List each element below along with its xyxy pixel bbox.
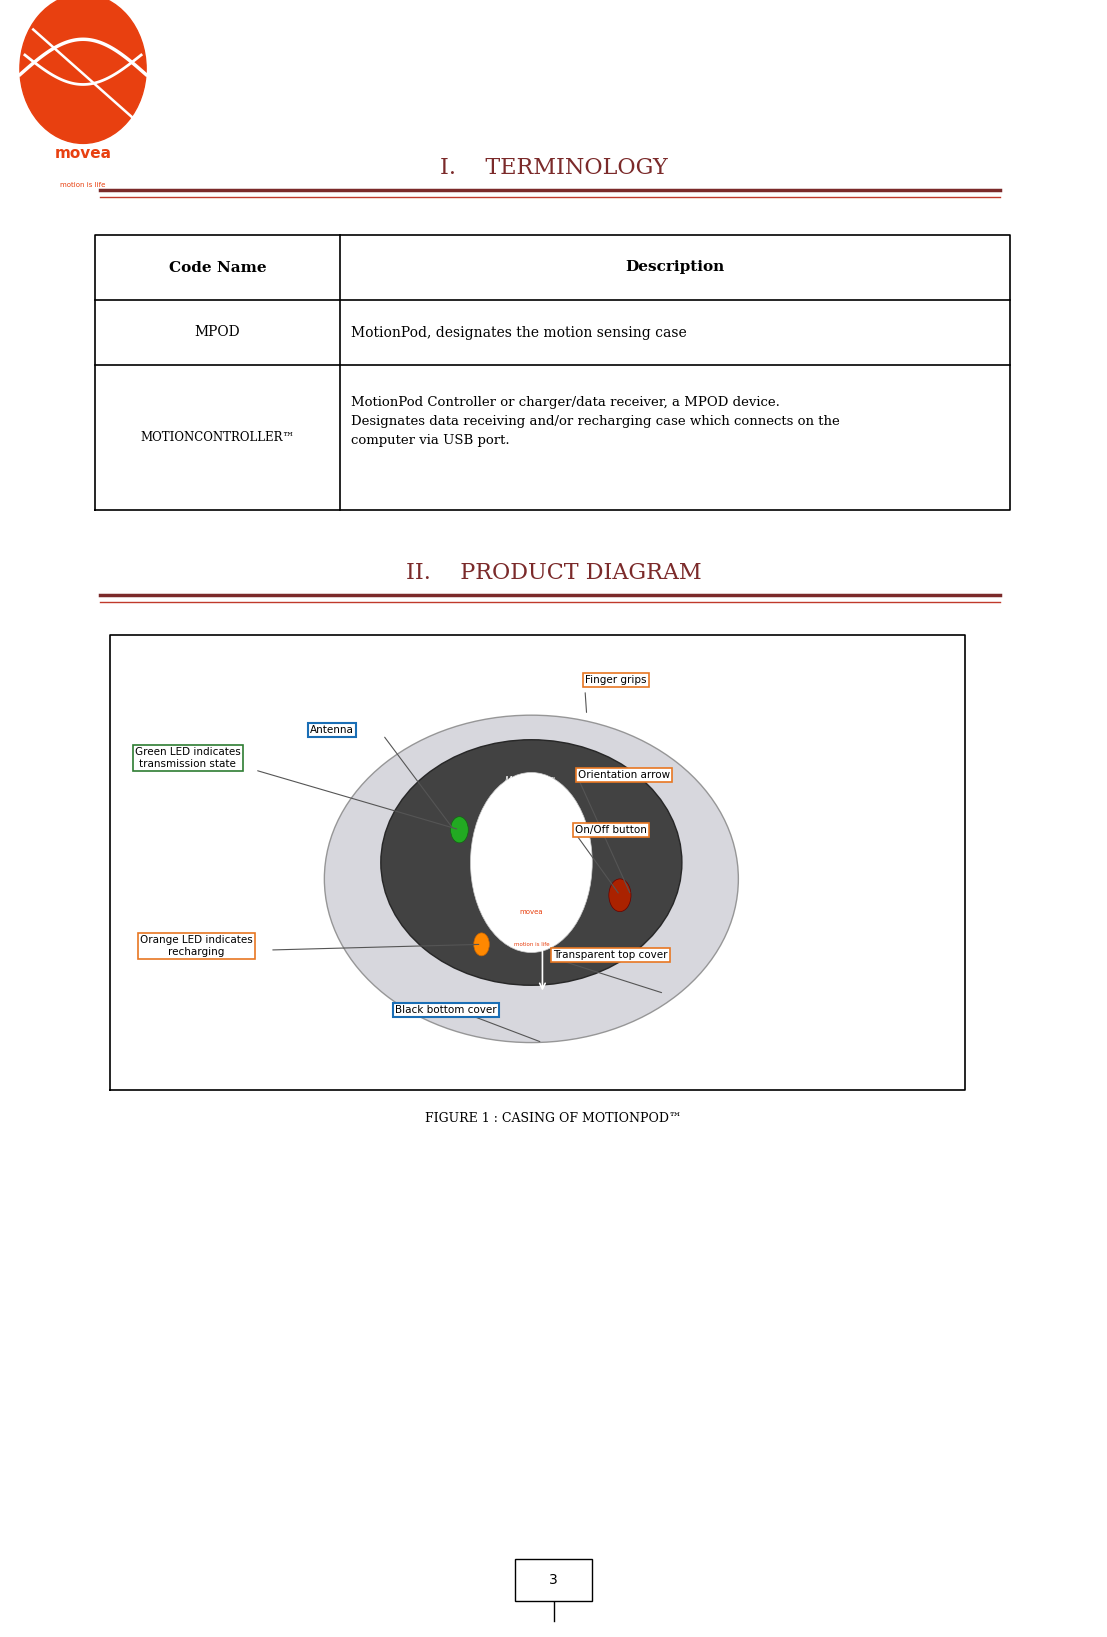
Circle shape <box>20 0 146 144</box>
Text: MotionPod Controller or charger/data receiver, a MPOD device.
Designates data re: MotionPod Controller or charger/data rec… <box>351 396 840 447</box>
Ellipse shape <box>324 715 738 1043</box>
Text: 3: 3 <box>549 1573 558 1586</box>
Text: Orientation arrow: Orientation arrow <box>578 769 670 779</box>
Text: MotionPod™: MotionPod™ <box>505 776 558 786</box>
Text: Transparent top cover: Transparent top cover <box>554 949 668 959</box>
Circle shape <box>474 933 489 956</box>
Circle shape <box>470 773 592 953</box>
Text: movea: movea <box>519 909 544 915</box>
Text: motion is life: motion is life <box>514 941 549 946</box>
Text: Description: Description <box>625 260 725 275</box>
Text: FIGURE 1 : CASING OF MOTIONPOD™: FIGURE 1 : CASING OF MOTIONPOD™ <box>425 1112 682 1125</box>
Circle shape <box>451 817 468 843</box>
Text: Finger grips: Finger grips <box>584 674 646 684</box>
Text: Antenna: Antenna <box>310 725 354 735</box>
FancyBboxPatch shape <box>515 1558 592 1601</box>
Text: movea: movea <box>54 146 112 160</box>
Text: MOTIONCONTROLLER™: MOTIONCONTROLLER™ <box>141 431 294 444</box>
Text: On/Off button: On/Off button <box>575 825 646 835</box>
Text: MPOD: MPOD <box>195 326 240 339</box>
Text: Code Name: Code Name <box>168 260 267 275</box>
Text: MotionPod, designates the motion sensing case: MotionPod, designates the motion sensing… <box>351 326 686 339</box>
Text: Black bottom cover: Black bottom cover <box>395 1005 497 1015</box>
Circle shape <box>609 879 631 912</box>
Text: motion is life: motion is life <box>61 182 105 188</box>
Text: II.  PRODUCT DIAGRAM: II. PRODUCT DIAGRAM <box>405 561 702 584</box>
Ellipse shape <box>381 740 682 985</box>
Text: Orange LED indicates
recharging: Orange LED indicates recharging <box>139 935 252 956</box>
Text: Green LED indicates
transmission state: Green LED indicates transmission state <box>135 746 240 769</box>
Text: I.  TERMINOLOGY: I. TERMINOLOGY <box>439 157 668 178</box>
